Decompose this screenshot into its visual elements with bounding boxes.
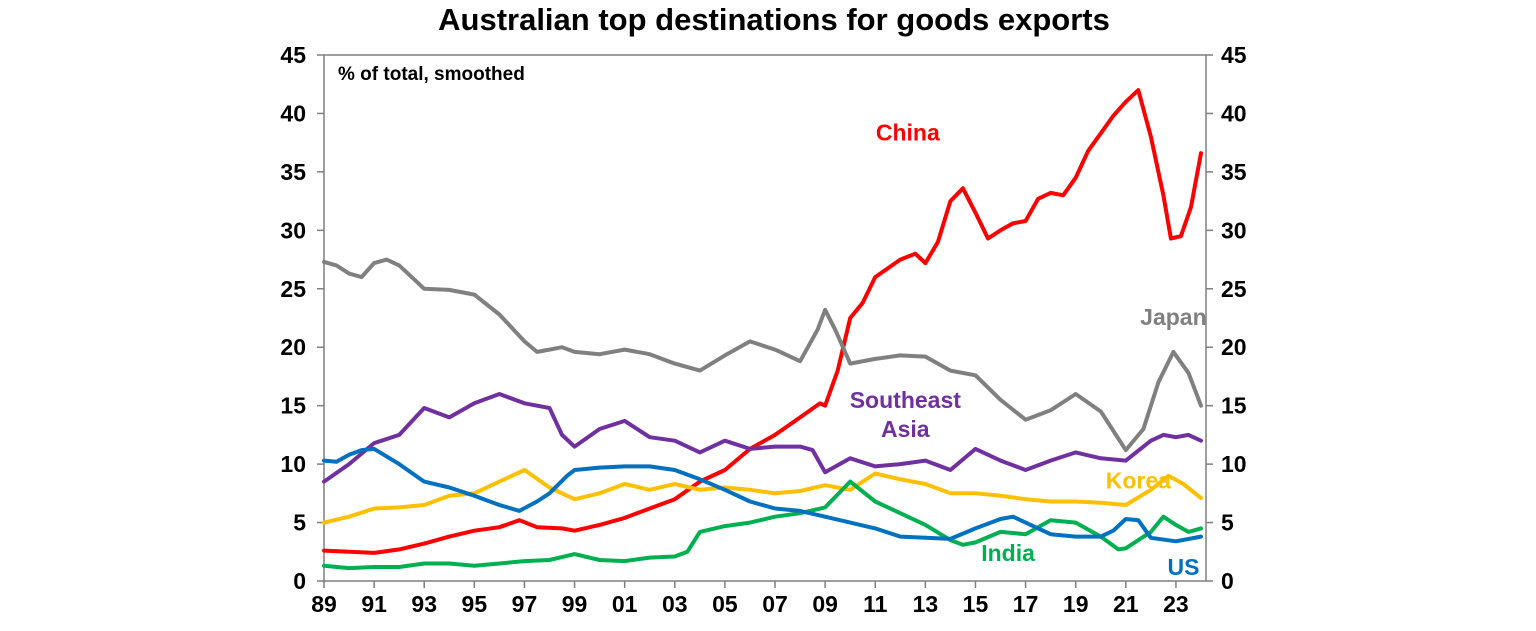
y-tick-label-right: 35 bbox=[1221, 159, 1247, 185]
x-tick-label: 21 bbox=[1113, 591, 1139, 617]
series-label-korea: Korea bbox=[1106, 468, 1171, 494]
x-tick-label: 19 bbox=[1063, 591, 1089, 617]
series-lines bbox=[322, 88, 1203, 571]
series-line-china bbox=[322, 88, 1203, 555]
x-tick-label: 01 bbox=[612, 591, 638, 617]
y-tick-label-left: 0 bbox=[293, 568, 306, 594]
series-label-southeast_asia: Southeast bbox=[850, 387, 962, 413]
chart-title: Australian top destinations for goods ex… bbox=[438, 2, 1110, 37]
y-tick-label-left: 40 bbox=[280, 100, 306, 126]
y-tick-label-left: 30 bbox=[280, 217, 306, 243]
x-tick-label: 15 bbox=[963, 591, 989, 617]
y-tick-label-right: 45 bbox=[1221, 42, 1247, 68]
x-tick-label: 17 bbox=[1013, 591, 1039, 617]
series-line-southeast_asia bbox=[322, 392, 1203, 484]
series-line-india bbox=[322, 479, 1203, 571]
plot-frame bbox=[323, 54, 1207, 582]
x-tick-label: 13 bbox=[913, 591, 939, 617]
x-tick-label: 95 bbox=[462, 591, 488, 617]
y-tick-label-right: 15 bbox=[1221, 393, 1247, 419]
x-axis: 89 91 93 95 97 99 01 03 05 07 09 11 13 15 17 19 21 23 bbox=[311, 581, 1189, 617]
y-tick-label-right: 5 bbox=[1221, 510, 1234, 536]
y-tick-label-left: 10 bbox=[280, 451, 306, 477]
y-tick-label-right: 25 bbox=[1221, 276, 1247, 302]
x-tick-label: 93 bbox=[411, 591, 437, 617]
x-tick-label: 11 bbox=[863, 591, 888, 617]
y-tick-label-right: 40 bbox=[1221, 100, 1247, 126]
series-label-us: US bbox=[1167, 554, 1199, 580]
x-tick-label: 09 bbox=[812, 591, 838, 617]
series-line-korea bbox=[322, 468, 1203, 525]
y-tick-label-right: 30 bbox=[1221, 217, 1247, 243]
series-label-india: India bbox=[981, 540, 1035, 566]
y-tick-label-left: 45 bbox=[280, 42, 306, 68]
x-tick-label: 97 bbox=[512, 591, 538, 617]
y-tick-label-right: 10 bbox=[1221, 451, 1247, 477]
y-tick-label-left: 15 bbox=[280, 393, 306, 419]
series-label-japan: Japan bbox=[1140, 304, 1206, 330]
y-tick-label-right: 0 bbox=[1221, 568, 1234, 594]
x-tick-label: 99 bbox=[562, 591, 588, 617]
y-axis-left: 0 5 10 15 20 25 30 35 40 45 bbox=[280, 42, 324, 594]
x-tick-label: 03 bbox=[662, 591, 688, 617]
y-tick-label-left: 5 bbox=[293, 510, 306, 536]
series-label-southeast_asia: Asia bbox=[881, 416, 930, 442]
y-tick-label-left: 25 bbox=[280, 276, 306, 302]
series-line-us bbox=[322, 446, 1203, 544]
chart-note: % of total, smoothed bbox=[338, 64, 525, 85]
y-tick-label-right: 20 bbox=[1221, 334, 1247, 360]
series-line-japan bbox=[322, 257, 1203, 453]
x-tick-label: 05 bbox=[712, 591, 738, 617]
y-tick-label-left: 35 bbox=[280, 159, 306, 185]
x-tick-label: 91 bbox=[361, 591, 387, 617]
x-tick-label: 07 bbox=[762, 591, 788, 617]
series-labels: China Japan Southeast Asia Korea India US bbox=[850, 119, 1207, 580]
series-label-china: China bbox=[876, 119, 940, 145]
x-tick-label: 23 bbox=[1163, 591, 1189, 617]
y-axis-right: 0 5 10 15 20 25 30 35 40 45 bbox=[1206, 42, 1247, 594]
y-tick-label-left: 20 bbox=[280, 334, 306, 360]
x-tick-label: 89 bbox=[311, 591, 337, 617]
